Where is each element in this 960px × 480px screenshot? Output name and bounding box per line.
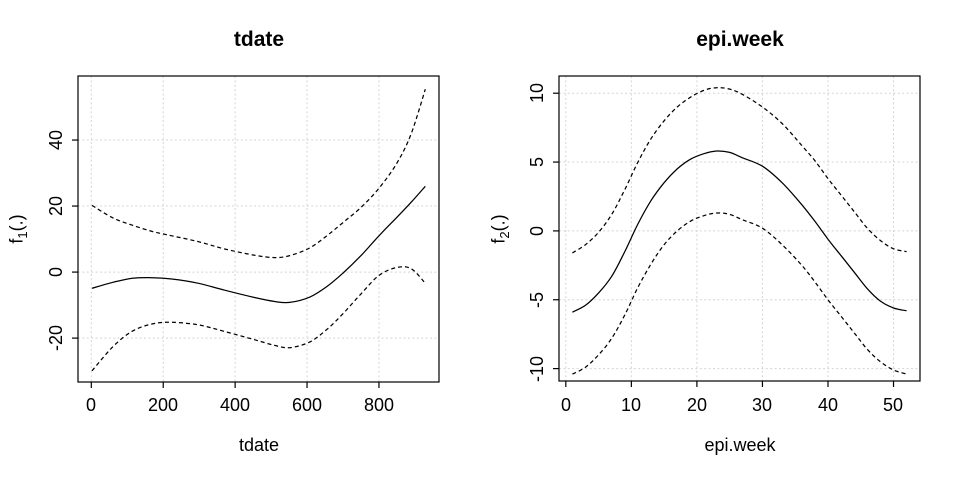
y-tick-label: 0 — [46, 266, 67, 278]
panel2-ylab-sub: 2 — [497, 231, 513, 239]
panel-1 — [72, 75, 440, 388]
x-tick-label: 800 — [363, 395, 395, 415]
panel1-ylab-args: (.) — [6, 214, 27, 232]
x-tick-label: 400 — [219, 395, 251, 415]
panel1-ylab-base: f — [6, 238, 27, 244]
x-tick-label: 30 — [751, 395, 773, 415]
x-tick-label: 10 — [620, 395, 642, 415]
x-tick-label: 0 — [85, 395, 96, 415]
y-tick-label: -5 — [527, 291, 548, 309]
panel2-ylab-args: (.) — [488, 214, 509, 232]
panel2-ylab-base: f — [488, 238, 509, 244]
series-estimate — [572, 150, 907, 313]
panel1-x-axis-label: tdate — [238, 435, 280, 455]
plot-box — [558, 75, 921, 382]
panel1-ylab-sub: 1 — [15, 231, 31, 239]
x-tick-label: 200 — [147, 395, 179, 415]
x-tick-label: 600 — [291, 395, 323, 415]
y-tick-label: 20 — [46, 195, 67, 217]
panel2-y-axis-label: f2(.) — [488, 214, 513, 244]
panel2-x-axis-label: epi.week — [704, 435, 776, 455]
y-tick-label: 10 — [527, 82, 548, 104]
panel-2 — [553, 75, 921, 387]
series-lower-ci — [572, 212, 907, 375]
x-tick-label: 40 — [817, 395, 839, 415]
x-tick-label: 50 — [882, 395, 904, 415]
series-estimate — [91, 185, 426, 304]
y-tick-label: -20 — [46, 324, 67, 352]
y-tick-label: -10 — [527, 355, 548, 383]
plot-box — [77, 75, 440, 383]
series-upper-ci — [91, 89, 426, 259]
series-upper-ci — [572, 87, 907, 254]
panel2-title: epi.week — [696, 28, 784, 51]
x-tick-label: 0 — [560, 395, 571, 415]
panel1-title: tdate — [233, 28, 285, 51]
panel1-y-axis-label: f1(.) — [6, 214, 31, 244]
series-lower-ci — [91, 266, 426, 372]
x-tick-label: 20 — [686, 395, 708, 415]
y-tick-label: 40 — [46, 129, 67, 151]
y-tick-label: 5 — [527, 156, 548, 168]
y-tick-label: 0 — [527, 225, 548, 237]
